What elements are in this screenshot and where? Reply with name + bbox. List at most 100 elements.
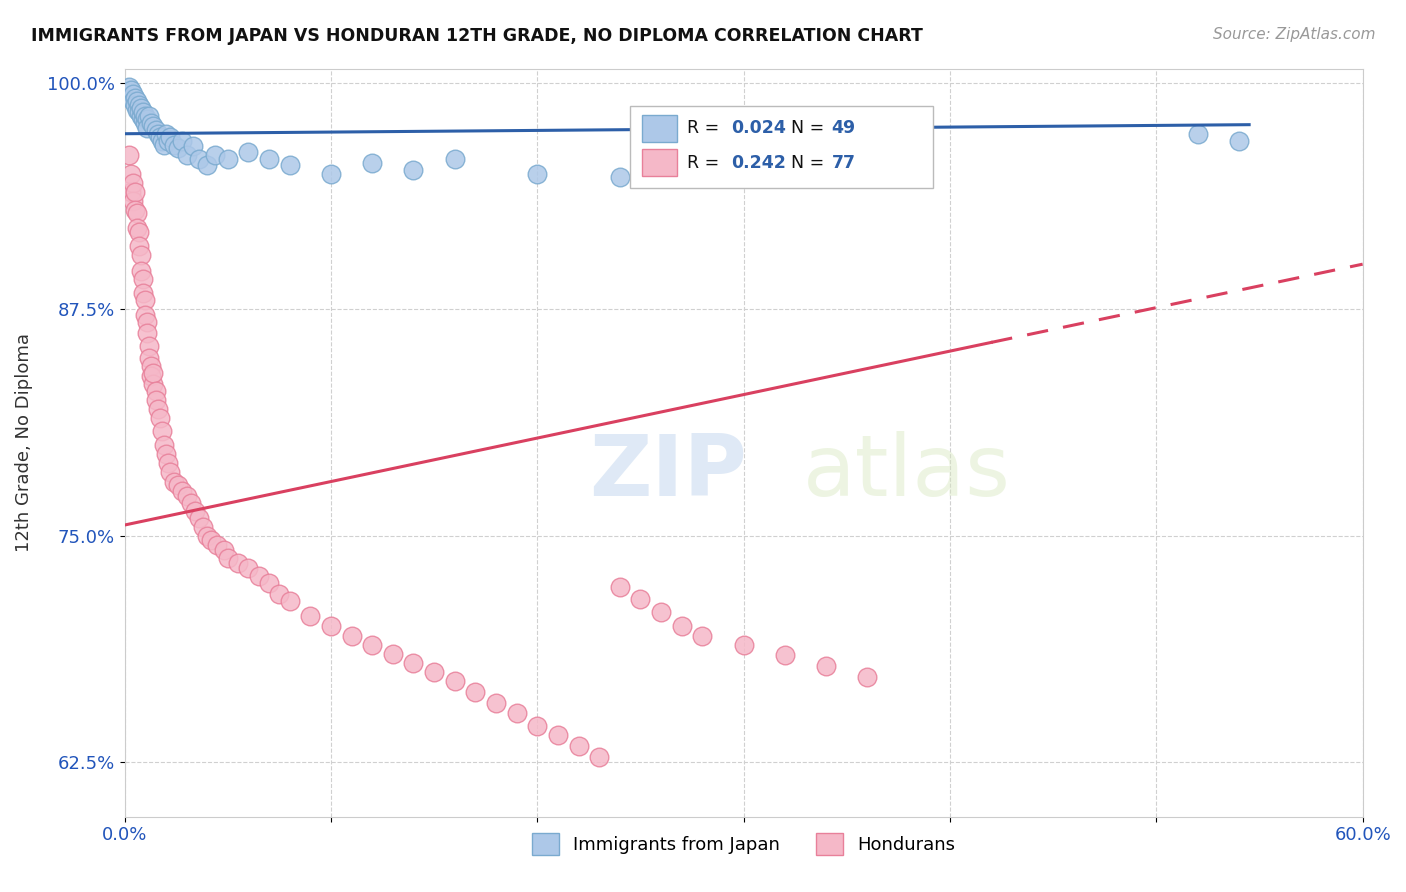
Text: IMMIGRANTS FROM JAPAN VS HONDURAN 12TH GRADE, NO DIPLOMA CORRELATION CHART: IMMIGRANTS FROM JAPAN VS HONDURAN 12TH G…: [31, 27, 922, 45]
Text: 77: 77: [831, 153, 855, 172]
Point: [505, 706, 527, 721]
Point: [163, 137, 186, 152]
Point: [128, 239, 150, 253]
Point: [120, 167, 142, 181]
Text: R =: R =: [686, 120, 718, 137]
Point: [588, 750, 610, 764]
Point: [630, 592, 652, 607]
Point: [180, 496, 202, 510]
Point: [124, 90, 146, 104]
Point: [176, 489, 198, 503]
Point: [128, 105, 150, 120]
Point: [187, 510, 209, 524]
Point: [132, 286, 155, 301]
Y-axis label: 12th Grade, No Diploma: 12th Grade, No Diploma: [15, 333, 32, 552]
Point: [156, 134, 179, 148]
Point: [319, 167, 342, 181]
Point: [773, 648, 796, 663]
Point: [134, 293, 156, 308]
Point: [150, 134, 173, 148]
Point: [141, 116, 163, 130]
Point: [125, 206, 148, 220]
Point: [136, 315, 159, 329]
Point: [423, 665, 446, 679]
Point: [217, 550, 239, 565]
Text: 49: 49: [831, 120, 856, 137]
Point: [138, 339, 160, 353]
Point: [125, 103, 148, 118]
Point: [184, 503, 207, 517]
Point: [278, 157, 301, 171]
Point: [526, 167, 548, 181]
Text: atlas: atlas: [803, 431, 1011, 514]
Point: [132, 271, 155, 285]
Point: [132, 105, 155, 120]
Point: [212, 543, 235, 558]
Point: [567, 739, 589, 753]
Point: [464, 684, 486, 698]
Point: [146, 127, 169, 141]
Point: [269, 587, 291, 601]
Point: [204, 148, 226, 162]
Point: [145, 123, 167, 137]
Point: [650, 605, 672, 619]
Point: [485, 696, 508, 710]
Point: [609, 170, 631, 185]
Point: [136, 121, 159, 136]
Bar: [643, 115, 676, 142]
Point: [153, 438, 176, 452]
Point: [176, 148, 198, 162]
Point: [129, 264, 152, 278]
Point: [125, 221, 148, 235]
Point: [238, 561, 260, 575]
Point: [120, 185, 142, 199]
Point: [124, 202, 146, 217]
Point: [155, 447, 177, 461]
Point: [142, 366, 165, 380]
Point: [121, 87, 143, 101]
Point: [136, 326, 159, 340]
Point: [149, 411, 172, 425]
Point: [361, 638, 384, 652]
Point: [142, 120, 165, 134]
Point: [132, 112, 155, 127]
Point: [1187, 127, 1209, 141]
Point: [278, 594, 301, 608]
Point: [172, 134, 194, 148]
Point: [381, 647, 404, 661]
Point: [141, 359, 163, 373]
Text: N =: N =: [790, 120, 824, 137]
Point: [299, 608, 322, 623]
Point: [547, 728, 569, 742]
Legend: Immigrants from Japan, Hondurans: Immigrants from Japan, Hondurans: [523, 823, 965, 863]
Point: [128, 97, 150, 112]
Point: [145, 392, 167, 407]
Point: [692, 628, 714, 642]
Point: [121, 194, 143, 208]
Point: [443, 673, 465, 688]
Point: [340, 628, 363, 642]
Point: [733, 638, 755, 652]
Point: [671, 619, 693, 633]
Point: [195, 157, 218, 171]
Text: ZIP: ZIP: [589, 431, 747, 514]
Point: [207, 538, 229, 552]
Point: [159, 130, 181, 145]
Point: [124, 185, 146, 199]
Point: [257, 576, 280, 591]
Point: [247, 568, 270, 582]
Point: [443, 152, 465, 166]
Point: [128, 225, 150, 239]
Point: [136, 112, 159, 127]
Point: [149, 130, 172, 145]
Point: [167, 478, 190, 492]
Point: [856, 670, 879, 684]
Point: [200, 533, 222, 547]
Point: [118, 148, 141, 162]
Point: [319, 619, 342, 633]
Point: [257, 152, 280, 166]
Point: [145, 384, 167, 398]
Point: [121, 94, 143, 108]
Point: [609, 580, 631, 594]
Point: [191, 520, 214, 534]
